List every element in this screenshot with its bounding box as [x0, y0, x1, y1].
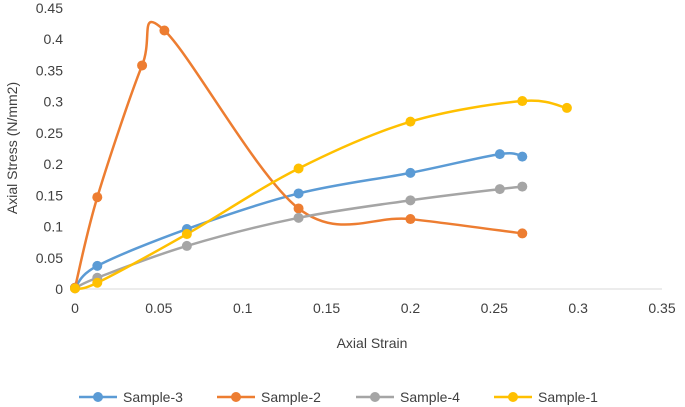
- data-point-sample-1: [181, 229, 192, 240]
- data-point-sample-3: [405, 167, 416, 178]
- legend-label: Sample-4: [400, 389, 460, 405]
- data-point-sample-1: [561, 102, 572, 113]
- x-tick-label: 0.35: [648, 300, 675, 316]
- data-point-sample-2: [137, 60, 148, 71]
- data-point-sample-4: [293, 212, 304, 223]
- legend-label: Sample-1: [538, 389, 598, 405]
- y-tick-label: 0: [55, 281, 63, 297]
- legend-swatch-marker: [370, 392, 380, 402]
- series-points: [70, 25, 572, 294]
- data-point-sample-1: [92, 277, 103, 288]
- data-point-sample-1: [405, 116, 416, 127]
- data-point-sample-4: [405, 195, 416, 206]
- y-tick-label: 0.45: [36, 0, 63, 16]
- data-point-sample-3: [517, 151, 528, 162]
- data-point-sample-4: [181, 240, 192, 251]
- x-tick-label: 0: [71, 300, 79, 316]
- y-tick-label: 0.3: [44, 94, 64, 110]
- data-point-sample-2: [293, 203, 304, 214]
- x-tick-label: 0.05: [145, 300, 172, 316]
- x-tick-label: 0.15: [313, 300, 340, 316]
- x-tick-label: 0.2: [401, 300, 421, 316]
- legend-label: Sample-2: [261, 389, 321, 405]
- y-axis-ticks: 0 0.05 0.1 0.15 0.2 0.25 0.3 0.35 0.4 0.45: [36, 0, 63, 297]
- series-line-sample-4: [73, 185, 524, 290]
- data-point-sample-3: [92, 260, 103, 271]
- x-axis-label: Axial Strain: [337, 335, 408, 351]
- data-point-sample-4: [517, 181, 528, 192]
- data-point-sample-4: [494, 184, 505, 195]
- legend: Sample-3 Sample-2 Sample-4 Sample-1: [79, 389, 598, 405]
- legend-swatch-marker: [231, 392, 241, 402]
- data-point-sample-1: [517, 96, 528, 107]
- legend-swatch-marker: [508, 392, 518, 402]
- y-tick-label: 0.15: [36, 187, 63, 203]
- y-tick-label: 0.25: [36, 125, 63, 141]
- y-tick-label: 0.35: [36, 62, 63, 78]
- y-tick-label: 0.1: [44, 219, 64, 235]
- legend-swatch-marker: [93, 392, 103, 402]
- data-point-sample-2: [517, 228, 528, 239]
- x-tick-label: 0.3: [568, 300, 588, 316]
- data-point-sample-2: [159, 25, 170, 36]
- data-point-sample-1: [70, 283, 80, 294]
- x-tick-label: 0.1: [233, 300, 253, 316]
- legend-label: Sample-3: [123, 389, 183, 405]
- data-point-sample-2: [92, 192, 103, 203]
- data-point-sample-3: [494, 149, 505, 160]
- series-line-sample-1: [73, 99, 569, 290]
- y-axis-label: Axial Stress (N/mm2): [4, 82, 20, 214]
- x-tick-label: 0.25: [481, 300, 508, 316]
- series-lines: [73, 21, 569, 290]
- x-axis-ticks: 0 0.05 0.1 0.15 0.2 0.25 0.3 0.35: [71, 300, 676, 316]
- y-tick-label: 0.2: [44, 156, 64, 172]
- data-point-sample-2: [405, 214, 416, 225]
- y-tick-label: 0.4: [44, 31, 64, 47]
- y-tick-label: 0.05: [36, 250, 63, 266]
- data-point-sample-3: [293, 188, 304, 199]
- data-point-sample-1: [293, 163, 304, 174]
